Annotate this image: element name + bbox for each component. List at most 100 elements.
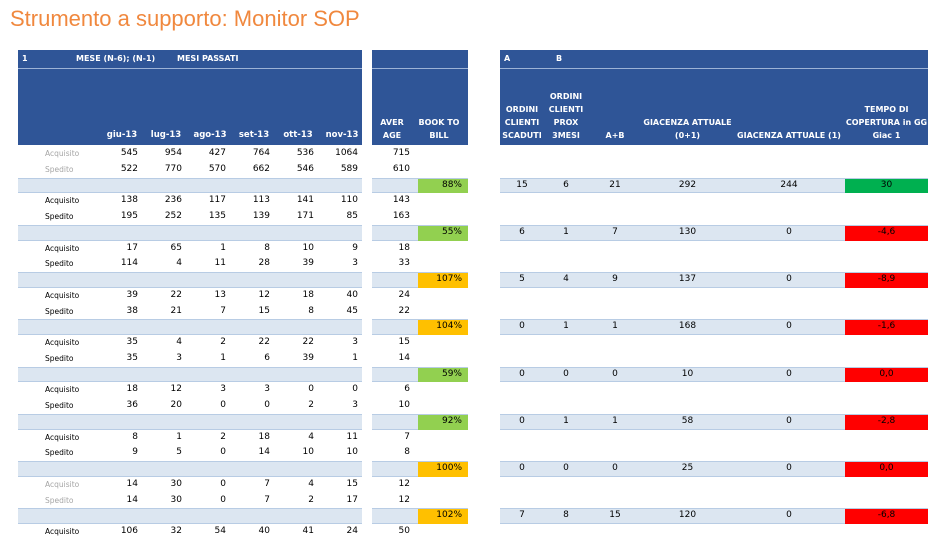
cover-fill	[845, 462, 928, 477]
header-left	[18, 50, 362, 145]
cell: 54	[214, 526, 226, 536]
right-cell: 0	[786, 368, 792, 379]
header-right	[500, 50, 928, 145]
cell: 3	[220, 384, 226, 395]
average-cell: 22	[398, 305, 410, 316]
right-cell: 10	[681, 368, 694, 379]
header-rule	[18, 68, 362, 69]
cell: 0	[264, 400, 270, 410]
cell: 6	[264, 352, 270, 363]
header-months-range: MESE (N-6); (N-1)	[76, 54, 156, 63]
right-cell: 0	[563, 368, 569, 379]
cell: 427	[208, 148, 226, 158]
row-label: Acquisito	[45, 243, 80, 253]
row-label: Acquisito	[45, 149, 80, 158]
right-cell: 0,0	[879, 368, 894, 379]
right-cell: 0	[786, 321, 792, 332]
cell: 40	[258, 526, 270, 536]
cell: 7	[264, 494, 270, 505]
cell: 195	[120, 211, 138, 221]
summary-band	[18, 508, 362, 524]
right-cell: 15	[609, 510, 621, 521]
cell: 110	[340, 195, 358, 206]
right-cell: -1,6	[877, 321, 896, 332]
right-cell: 0	[612, 368, 618, 379]
cover-fill	[845, 273, 928, 288]
right-cell: 8	[563, 510, 569, 521]
right-cell: -6,8	[877, 510, 896, 521]
right-cell: 137	[678, 274, 697, 284]
right-cell: 0	[786, 274, 792, 284]
average-cell: 12	[398, 478, 410, 489]
cell: 171	[296, 211, 314, 221]
average-cell: 10	[398, 400, 410, 410]
cover-fill	[845, 414, 928, 430]
summary-band	[18, 319, 362, 335]
right-header: TEMPO DI COPERTURA in GG Giac 1	[845, 105, 928, 140]
book-to-bill-fill	[418, 414, 468, 430]
row-label: Acquisito	[45, 527, 80, 536]
row-label: Spedito	[45, 401, 74, 410]
summary-band	[500, 413, 928, 430]
row-label: Spedito	[45, 306, 74, 316]
cell: 7	[220, 305, 226, 316]
cell: 10	[302, 242, 314, 253]
cell: 0	[352, 384, 358, 395]
right-cell: 5	[519, 274, 525, 284]
average-cell: 24	[398, 289, 410, 300]
cell: 236	[164, 195, 182, 206]
header-b: B	[556, 54, 563, 63]
book-to-bill: 107%	[436, 274, 462, 284]
cell: 1064	[335, 148, 358, 158]
summary-band	[18, 461, 362, 477]
row-label: Spedito	[45, 164, 74, 174]
row-label: Acquisito	[45, 479, 80, 489]
cell: 40	[346, 289, 358, 300]
cell: 8	[308, 305, 314, 316]
cell: 4	[176, 258, 182, 269]
cell: 2	[308, 494, 314, 505]
right-cell: 25	[681, 463, 694, 473]
cell: 589	[340, 163, 358, 174]
right-cell: 6	[519, 226, 525, 237]
book-to-bill: 88%	[441, 179, 462, 190]
right-cell: 120	[678, 510, 697, 521]
cell: 65	[170, 242, 182, 253]
right-cell: 0	[519, 321, 525, 332]
cell: 38	[126, 305, 138, 316]
right-cell: 0	[563, 463, 569, 473]
cell: 12	[258, 289, 270, 300]
cell: 536	[296, 148, 314, 158]
book-to-bill-fill	[418, 462, 468, 477]
right-cell: -2,8	[877, 415, 896, 426]
right-cell: 0	[612, 463, 618, 473]
cell: 3	[352, 400, 358, 410]
cell: 141	[296, 195, 314, 206]
cell: 18	[258, 431, 270, 442]
summary-band	[18, 413, 362, 430]
right-cell: 244	[780, 179, 798, 190]
cell: 662	[252, 163, 270, 174]
right-cell: 7	[519, 510, 525, 521]
cell: 135	[208, 211, 226, 221]
cell: 1	[220, 352, 226, 363]
right-cell: 1	[612, 415, 618, 426]
summary-band	[18, 272, 362, 288]
cover-fill	[845, 509, 928, 524]
average-cell: 143	[392, 195, 410, 206]
right-cell: 0	[519, 368, 525, 379]
book-to-bill: 55%	[441, 226, 462, 237]
right-cell: 0	[786, 463, 792, 473]
cover-fill	[845, 320, 928, 335]
header-mid	[372, 50, 468, 145]
title: Strumento a supporto: Monitor SOP	[10, 6, 360, 31]
row-label: Spedito	[45, 259, 74, 269]
book-to-bill-fill	[418, 509, 468, 524]
cell: 1	[220, 242, 226, 253]
header-past-months: MESI PASSATI	[177, 54, 239, 63]
average-cell: 715	[392, 148, 410, 158]
cell: 85	[346, 211, 358, 221]
average-cell: 12	[398, 494, 410, 505]
cell: 113	[252, 195, 270, 206]
